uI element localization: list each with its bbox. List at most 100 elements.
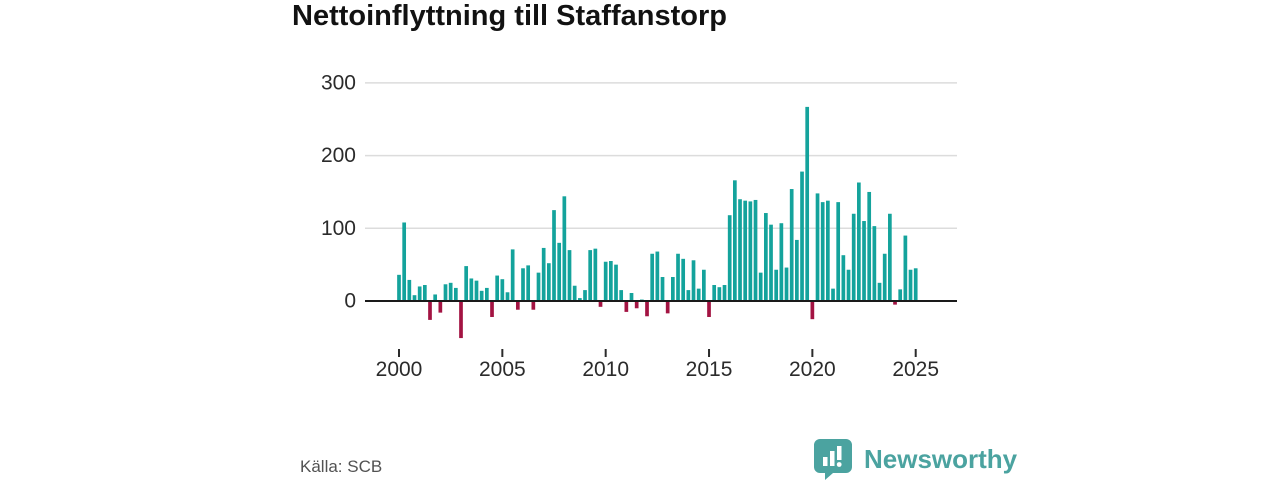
bar [562, 196, 567, 301]
bar [903, 235, 908, 301]
bar [619, 290, 624, 301]
x-axis-label-2025: 2025 [892, 358, 939, 381]
bar [541, 247, 546, 301]
bar [676, 253, 680, 301]
bar [702, 269, 706, 301]
bar [531, 301, 536, 310]
bar [521, 268, 525, 301]
bar [614, 264, 618, 301]
bar [727, 215, 732, 301]
bar [779, 223, 784, 301]
bar [826, 200, 830, 301]
bar [438, 301, 443, 313]
bar [484, 287, 489, 301]
bar [671, 277, 675, 301]
bar [753, 199, 758, 301]
bar [505, 292, 510, 301]
bar [789, 189, 794, 301]
x-axis-label-2000: 2000 [376, 358, 423, 381]
logo-bar-1 [823, 457, 828, 466]
bar [810, 301, 815, 320]
bar [681, 258, 686, 301]
bar [443, 284, 448, 301]
bar [397, 274, 401, 301]
bar [846, 269, 851, 301]
bar [836, 202, 841, 301]
bar [696, 288, 701, 301]
bar [645, 301, 649, 317]
bar [500, 279, 505, 301]
x-axis-label-2005: 2005 [479, 358, 526, 381]
bar [722, 285, 727, 301]
bar [857, 182, 861, 301]
y-axis-label-0: 0 [344, 290, 356, 313]
bar [660, 277, 665, 301]
bar [510, 249, 515, 301]
bar [774, 269, 779, 301]
bar [805, 106, 810, 301]
bar [624, 301, 629, 312]
bar [882, 253, 887, 301]
bar [603, 261, 608, 301]
bar [407, 279, 412, 301]
bar [686, 290, 691, 301]
bar [536, 272, 541, 301]
x-axis-label-2015: 2015 [686, 358, 733, 381]
bar [546, 263, 551, 301]
bar [629, 293, 634, 301]
bar [526, 265, 531, 301]
bar [733, 180, 737, 301]
y-axis-label-100: 100 [321, 217, 356, 240]
bar [593, 248, 598, 301]
bar [515, 301, 520, 310]
bar [567, 250, 572, 301]
newsworthy-logo: Newsworthy [813, 438, 1017, 480]
bar [402, 222, 407, 301]
bar [908, 269, 913, 301]
bar [888, 213, 892, 301]
bar [655, 251, 660, 301]
bar [712, 285, 717, 301]
bar [758, 272, 763, 301]
bar [851, 213, 856, 301]
bar [862, 221, 866, 301]
bar [598, 301, 603, 307]
bar [784, 267, 789, 301]
bar [665, 301, 670, 314]
bar [867, 191, 872, 301]
bar [422, 285, 427, 301]
bar [795, 239, 799, 301]
bar [913, 268, 918, 301]
bar [877, 282, 882, 301]
bar [583, 290, 587, 301]
bar [717, 287, 722, 301]
bar [800, 171, 804, 301]
logo-bar-3 [837, 446, 842, 460]
bar [469, 278, 474, 301]
bar [572, 285, 577, 301]
bar [609, 261, 613, 301]
y-axis-label-300: 300 [321, 71, 356, 94]
bar [831, 288, 835, 301]
bar [428, 301, 432, 320]
bar [557, 242, 562, 301]
bar [893, 301, 897, 305]
page-title: Nettoinflyttning till Staffanstorp [292, 0, 727, 32]
bar [448, 282, 453, 301]
bar [412, 295, 417, 301]
bar [464, 266, 469, 301]
source-label: Källa: SCB [300, 457, 383, 476]
bar [820, 202, 825, 301]
bar [769, 224, 773, 301]
bar [743, 200, 748, 301]
bar [453, 287, 458, 301]
bar [748, 201, 753, 301]
x-axis-label-2020: 2020 [789, 358, 836, 381]
bar [634, 301, 639, 309]
bar [898, 289, 903, 301]
bar [479, 290, 484, 301]
bar [578, 298, 582, 301]
newsworthy-logo-icon [814, 439, 852, 480]
